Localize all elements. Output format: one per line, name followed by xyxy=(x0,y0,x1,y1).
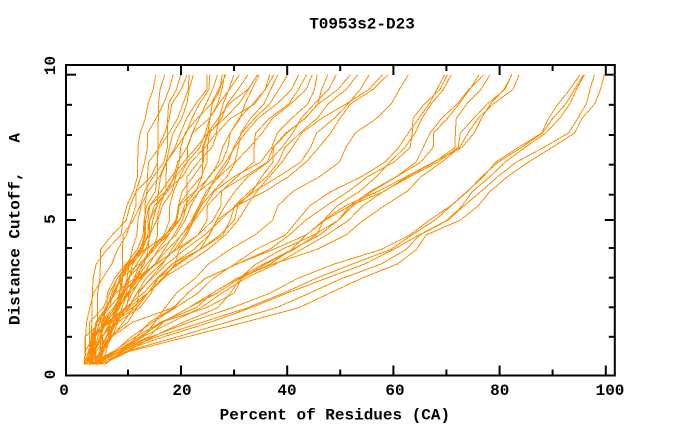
svg-text:T0953s2-D23: T0953s2-D23 xyxy=(309,16,415,34)
svg-text:60: 60 xyxy=(385,382,404,400)
svg-text:100: 100 xyxy=(596,382,625,400)
svg-text:0: 0 xyxy=(59,382,69,400)
svg-text:40: 40 xyxy=(277,382,296,400)
svg-text:80: 80 xyxy=(490,382,509,400)
svg-text:10: 10 xyxy=(42,56,60,75)
svg-text:Percent of Residues (CA): Percent of Residues (CA) xyxy=(220,406,450,424)
svg-text:0: 0 xyxy=(42,370,60,380)
svg-text:Distance Cutoff, A: Distance Cutoff, A xyxy=(7,133,25,325)
svg-text:5: 5 xyxy=(42,214,60,224)
svg-text:20: 20 xyxy=(172,382,191,400)
